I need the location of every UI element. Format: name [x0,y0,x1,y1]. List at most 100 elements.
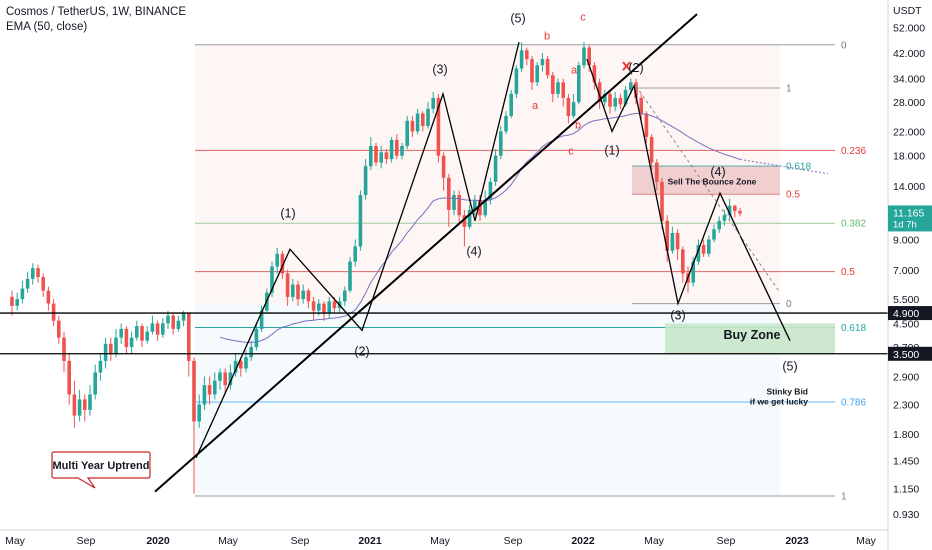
candle [223,368,227,395]
time-tick: May [218,535,239,547]
candle [717,216,721,233]
candle-body [509,93,513,116]
candle-body [301,290,305,300]
candle [535,62,539,87]
candle-body [244,357,248,369]
candle [140,323,144,348]
candle-body [519,50,524,69]
candle-body [623,89,628,105]
symbol-title[interactable]: Cosmos / TetherUS, 1W, BINANCE [6,6,187,18]
candle [577,62,581,105]
candle-body [353,246,357,262]
candle [540,53,545,72]
candle-body [317,303,321,311]
abc-label: c [580,12,586,24]
candle-body [259,310,264,329]
candle-body [10,296,14,306]
candle-body [535,65,539,83]
price-tick: 7.000 [893,265,919,277]
candle [249,340,253,361]
candle [192,357,196,494]
candle-body [384,152,389,160]
candle [369,137,373,170]
candle-body [618,97,623,105]
candle-body [270,266,274,293]
last-price-value: 11.165 [893,207,924,219]
candle-body [670,232,675,251]
candle-body [140,326,144,341]
candle-body [431,97,435,109]
abc-label: a [532,100,539,112]
candle [259,305,264,332]
level-badge-value: 3.500 [893,349,919,361]
fib-label: 0.236 [841,146,866,157]
candle-body [239,360,243,369]
candle-body [727,205,732,216]
candle-body [603,93,607,103]
candle [176,315,181,332]
candle [655,159,659,191]
candle [72,380,77,428]
candle-body [712,229,716,240]
candle [207,376,212,405]
price-tick: 52.000 [893,22,925,34]
candle-body [218,372,222,381]
candle [62,331,66,373]
candle-body [145,331,149,341]
candle [358,190,363,251]
candle [155,320,160,341]
candle-body [681,249,685,274]
candle-body [421,113,425,127]
candle-body [545,59,550,76]
candle-body [228,372,233,386]
candle [691,256,695,287]
candle-body [67,360,71,395]
candle-body [192,360,196,422]
candle-body [395,139,399,156]
time-tick: May [856,535,877,547]
candle-body [155,323,160,335]
candle [25,271,30,293]
candle-body [530,59,534,83]
candle [582,42,586,69]
candle-body [103,343,108,361]
candle [493,149,498,187]
candle-body [83,399,87,410]
candle-body [462,215,467,227]
price-axis: USDT 52.000 42.000 34.000 28.000 22.000 18.000… [887,0,932,550]
candle-body [213,380,217,395]
candle [270,261,274,297]
candle-body [629,82,633,90]
candle-body [717,220,721,230]
candle [571,93,576,119]
candle-body [613,97,617,107]
wave-label: (4) [710,165,725,179]
candle-body [525,50,529,60]
candle [436,93,441,163]
price-tick: 4.500 [893,318,919,330]
candle [77,389,82,422]
candle-body [504,115,508,132]
candle [57,315,61,344]
abc-label: b [575,120,581,132]
price-tick: 34.000 [893,74,925,86]
candle-body [571,102,576,116]
fib-label: 1 [841,492,847,503]
price-tick: 14.000 [893,181,925,193]
candle-body [363,166,368,196]
candle [353,239,357,267]
candle [10,290,14,316]
candle [509,89,513,119]
candle-body [327,301,331,314]
candle [462,209,467,247]
candle [681,246,685,283]
candle-body [483,199,487,216]
fib-label: 0.5 [841,267,855,278]
candle-body [223,372,227,386]
candle [395,134,399,160]
candle-body [405,120,409,146]
candle-body [291,284,295,297]
indicator-label[interactable]: EMA (50, close) [6,21,88,33]
candle-body [649,137,654,163]
